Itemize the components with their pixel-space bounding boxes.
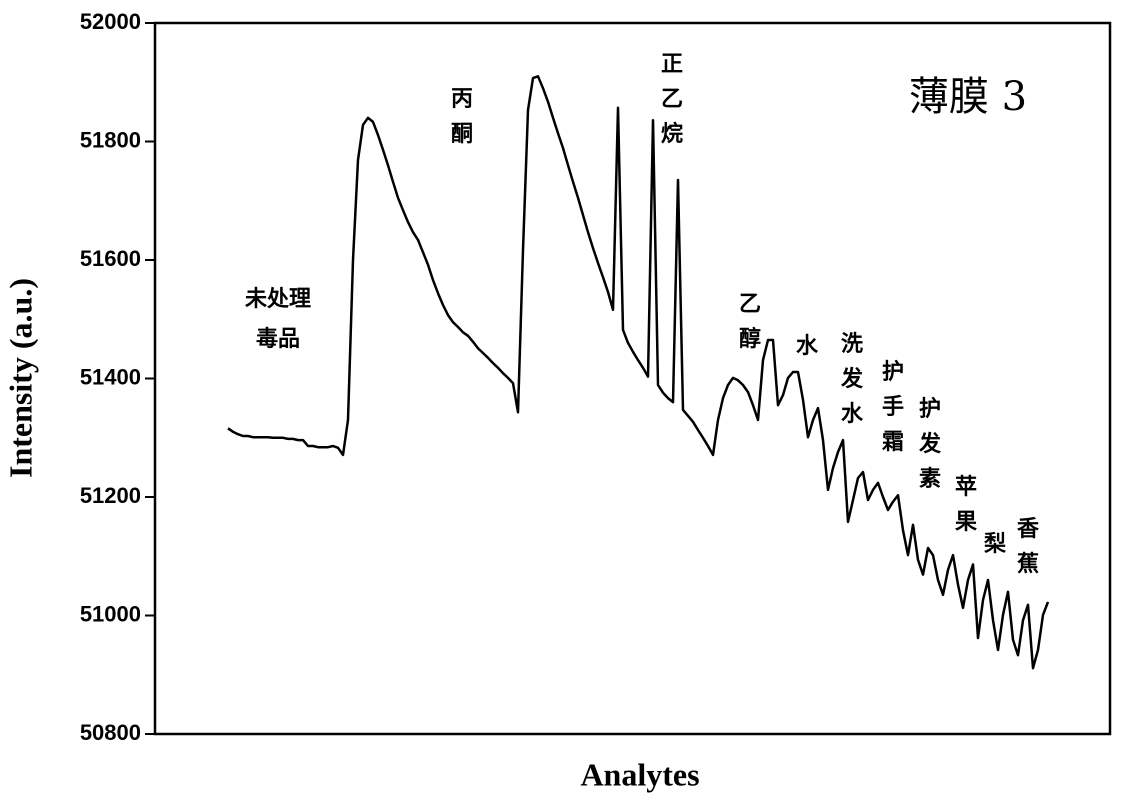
annotation: 果: [955, 510, 977, 535]
annotation: 毒品: [256, 326, 300, 352]
y-tick-label: 52000: [80, 9, 141, 34]
annotation: 苹: [955, 475, 977, 500]
y-tick-label: 51800: [80, 127, 141, 152]
annotation: 乙: [661, 87, 683, 112]
annotation: 护: [882, 360, 904, 385]
annotation: 乙: [739, 292, 761, 317]
chart-title: 薄膜 3: [909, 74, 1027, 120]
y-tick-label: 50800: [80, 720, 141, 745]
y-tick-label: 51200: [80, 483, 141, 508]
x-axis-title: Analytes: [580, 756, 699, 792]
annotation: 护: [919, 397, 941, 422]
annotation: 手: [882, 395, 904, 420]
annotation: 水: [841, 402, 864, 427]
annotation: 素: [919, 466, 941, 492]
annotation: 正: [661, 52, 683, 77]
annotation: 烷: [661, 121, 683, 147]
annotation: 丙: [451, 87, 473, 112]
y-tick-label: 51400: [80, 364, 141, 389]
annotation: 水: [796, 334, 819, 359]
y-tick-label: 51600: [80, 246, 141, 271]
annotation: 霜: [881, 430, 904, 455]
plot-frame: [153, 21, 1112, 736]
y-tick-label: 51000: [80, 601, 141, 626]
annotation: 蕉: [1017, 552, 1039, 577]
y-axis-title: Intensity (a.u.): [2, 278, 38, 478]
annotation: 发: [918, 431, 942, 457]
annotation: 醇: [739, 326, 761, 352]
annotation: 洗: [841, 332, 863, 357]
annotation: 酮: [451, 122, 473, 147]
annotation: 梨: [984, 532, 1006, 557]
annotation: 发: [840, 366, 864, 392]
data-line: [227, 75, 1050, 670]
annotation: 未处理: [245, 286, 311, 312]
annotation: 香: [1017, 517, 1039, 542]
